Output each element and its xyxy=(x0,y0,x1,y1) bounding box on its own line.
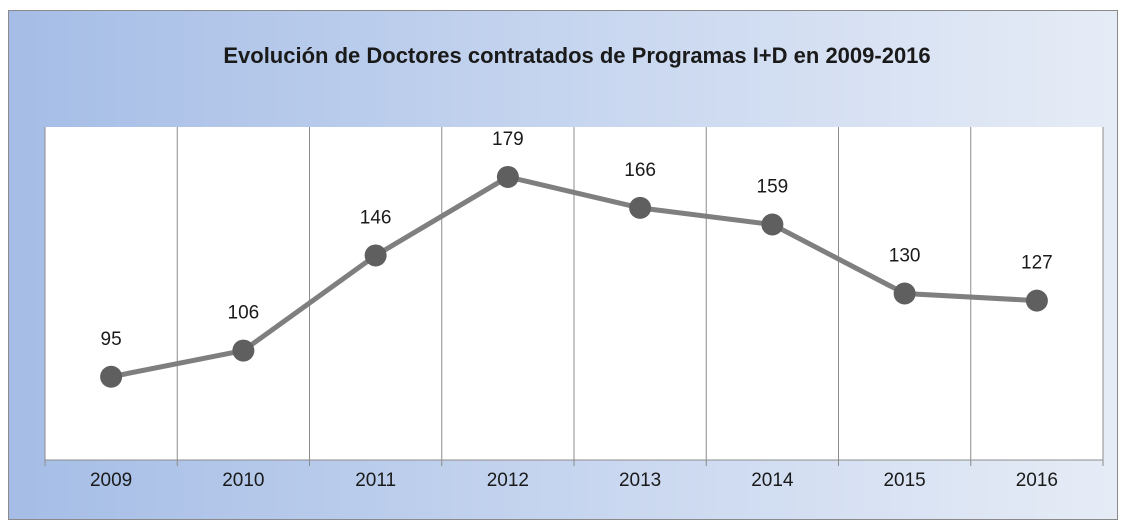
x-tick-label: 2014 xyxy=(751,470,794,491)
line-series xyxy=(110,174,1038,380)
x-tick-label: 2012 xyxy=(487,470,529,491)
data-label: 95 xyxy=(101,329,122,350)
data-label: 106 xyxy=(228,303,260,324)
line-marker xyxy=(100,365,123,388)
x-tick-label: 2015 xyxy=(883,470,925,491)
data-label: 146 xyxy=(360,207,392,228)
data-label: 166 xyxy=(624,160,656,181)
line-marker xyxy=(629,196,652,219)
line-marker xyxy=(232,339,255,362)
data-label: 179 xyxy=(492,129,524,150)
x-tick-label: 2011 xyxy=(355,470,396,491)
x-tick-label: 2016 xyxy=(1016,470,1058,491)
data-label: 159 xyxy=(757,177,789,198)
line-marker xyxy=(761,213,784,236)
line-marker xyxy=(364,244,387,267)
x-tick-label: 2013 xyxy=(619,470,661,491)
line-marker xyxy=(496,165,519,188)
line-marker xyxy=(1025,289,1048,312)
line-marker xyxy=(893,282,916,305)
x-tick-label: 2010 xyxy=(222,470,264,491)
chart-title: Evolución de Doctores contratados de Pro… xyxy=(223,43,930,68)
x-tick-label: 2009 xyxy=(90,470,132,491)
data-label: 127 xyxy=(1021,253,1053,274)
data-label: 130 xyxy=(889,246,921,267)
